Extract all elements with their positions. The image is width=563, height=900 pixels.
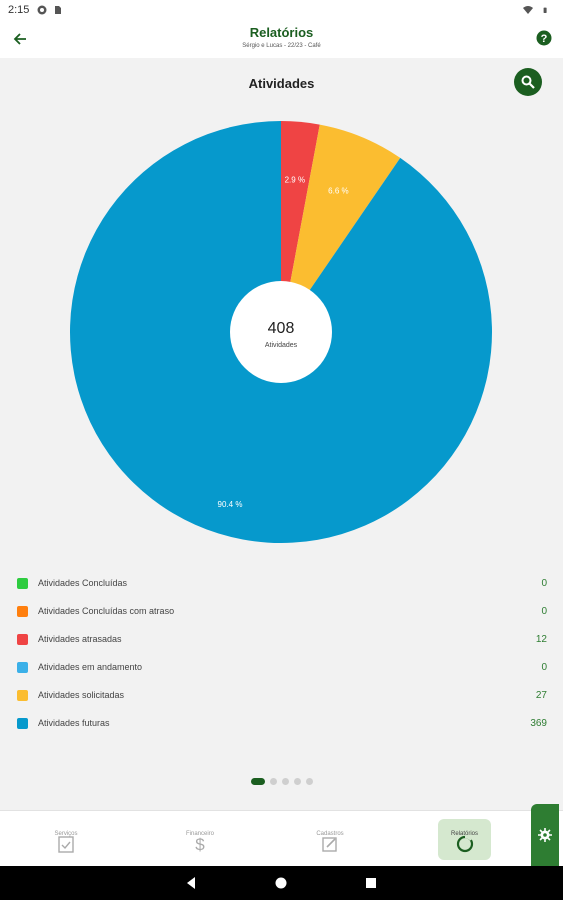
- help-circle-icon: ?: [536, 30, 552, 46]
- legend-label: Atividades atrasadas: [38, 634, 122, 644]
- legend-label: Atividades Concluídas com atraso: [38, 606, 175, 616]
- page-dot[interactable]: [305, 778, 313, 785]
- legend-swatch: [17, 661, 28, 673]
- legend-swatch: [17, 577, 28, 589]
- nav-label: Relatórios: [450, 831, 478, 837]
- legend-swatch: [17, 717, 28, 729]
- legend-item: Atividades futuras 369: [17, 709, 547, 737]
- app-icon: [37, 5, 47, 15]
- legend-item: Atividades Concluídas 0: [17, 569, 547, 597]
- legend-value: 0: [541, 577, 547, 589]
- page-dot[interactable]: [293, 778, 301, 785]
- donut-center-value: 408: [268, 320, 295, 337]
- bottom-navigation: Serviços Financeiro $ Cadastros Relatóri…: [0, 810, 563, 866]
- pie-slice[interactable]: [281, 124, 401, 332]
- chart-legend: Atividades Concluídas 0 Atividades Concluí…: [17, 569, 547, 737]
- clipboard-check-icon: [58, 836, 74, 853]
- legend-item: Atividades Concluídas com atraso 0: [17, 597, 547, 625]
- recents-square-icon[interactable]: [364, 876, 378, 890]
- arrow-left-icon: [13, 33, 26, 45]
- legend-value: 0: [541, 605, 547, 617]
- search-icon: [521, 75, 535, 89]
- donut-center-label: Atividades: [265, 342, 298, 349]
- svg-text:?: ?: [541, 33, 548, 45]
- legend-item: Atividades em andamento 0: [17, 653, 547, 681]
- legend-item: Atividades atrasadas 12: [17, 625, 547, 653]
- nav-servicos[interactable]: Serviços: [36, 815, 96, 857]
- legend-label: Atividades solicitadas: [38, 690, 125, 700]
- status-time: 2:15: [8, 4, 30, 16]
- wifi-icon: [523, 6, 533, 14]
- system-navigation-bar: [0, 866, 563, 900]
- page-dot[interactable]: [250, 778, 265, 785]
- svg-text:$: $: [195, 835, 205, 853]
- pie-slice-label: 2.9 %: [285, 176, 305, 185]
- edit-icon: [322, 837, 337, 852]
- page-indicator: [0, 778, 563, 785]
- legend-value: 369: [530, 717, 547, 729]
- back-triangle-icon[interactable]: [184, 876, 198, 890]
- legend-swatch: [17, 689, 28, 701]
- legend-item: Atividades solicitadas 27: [17, 681, 547, 709]
- nav-label: Serviços: [54, 831, 78, 837]
- legend-value: 27: [535, 689, 547, 701]
- pie-svg: 2.9 % 6.6 % 90.4 % 408 Atividades: [70, 121, 492, 543]
- chart-ring-icon: [456, 835, 473, 853]
- pie-slice-label: 90.4 %: [218, 500, 243, 509]
- dollar-icon: $: [195, 835, 205, 853]
- app-bar: Relatórios Sérgio e Lucas - 22/23 - Café…: [0, 20, 563, 58]
- pie-slice-label: 6.6 %: [328, 186, 348, 195]
- nav-label: Cadastros: [316, 831, 344, 837]
- pie-chart: 2.9 % 6.6 % 90.4 % 408 Atividades: [70, 121, 492, 543]
- home-circle-icon[interactable]: [274, 876, 288, 890]
- legend-value: 12: [535, 633, 547, 645]
- page-dot[interactable]: [281, 778, 289, 785]
- pie-slice[interactable]: [281, 121, 320, 332]
- legend-swatch: [17, 633, 28, 645]
- battery-icon: [543, 7, 547, 13]
- donut-hole: [230, 281, 332, 383]
- legend-label: Atividades Concluídas: [38, 578, 128, 588]
- status-bar: 2:15: [0, 0, 563, 20]
- nav-relatorios[interactable]: Relatórios: [438, 819, 491, 860]
- page-subtitle: Sérgio e Lucas - 22/23 - Café: [242, 43, 321, 49]
- nav-cadastros[interactable]: Cadastros: [300, 815, 360, 857]
- sim-icon: [55, 6, 62, 14]
- chart-title: Atividades: [248, 76, 315, 91]
- legend-swatch: [17, 605, 28, 617]
- page-dot[interactable]: [269, 778, 277, 785]
- settings-button[interactable]: [531, 804, 559, 866]
- back-button[interactable]: [10, 29, 30, 49]
- gear-icon: [538, 828, 552, 842]
- legend-label: Atividades em andamento: [38, 662, 143, 672]
- search-button[interactable]: [514, 68, 542, 96]
- page-title: Relatórios: [249, 25, 314, 40]
- help-button[interactable]: ?: [535, 29, 553, 47]
- nav-financeiro[interactable]: Financeiro $: [170, 815, 230, 857]
- nav-label: Financeiro: [185, 831, 214, 837]
- legend-value: 0: [541, 661, 547, 673]
- legend-label: Atividades futuras: [38, 718, 110, 728]
